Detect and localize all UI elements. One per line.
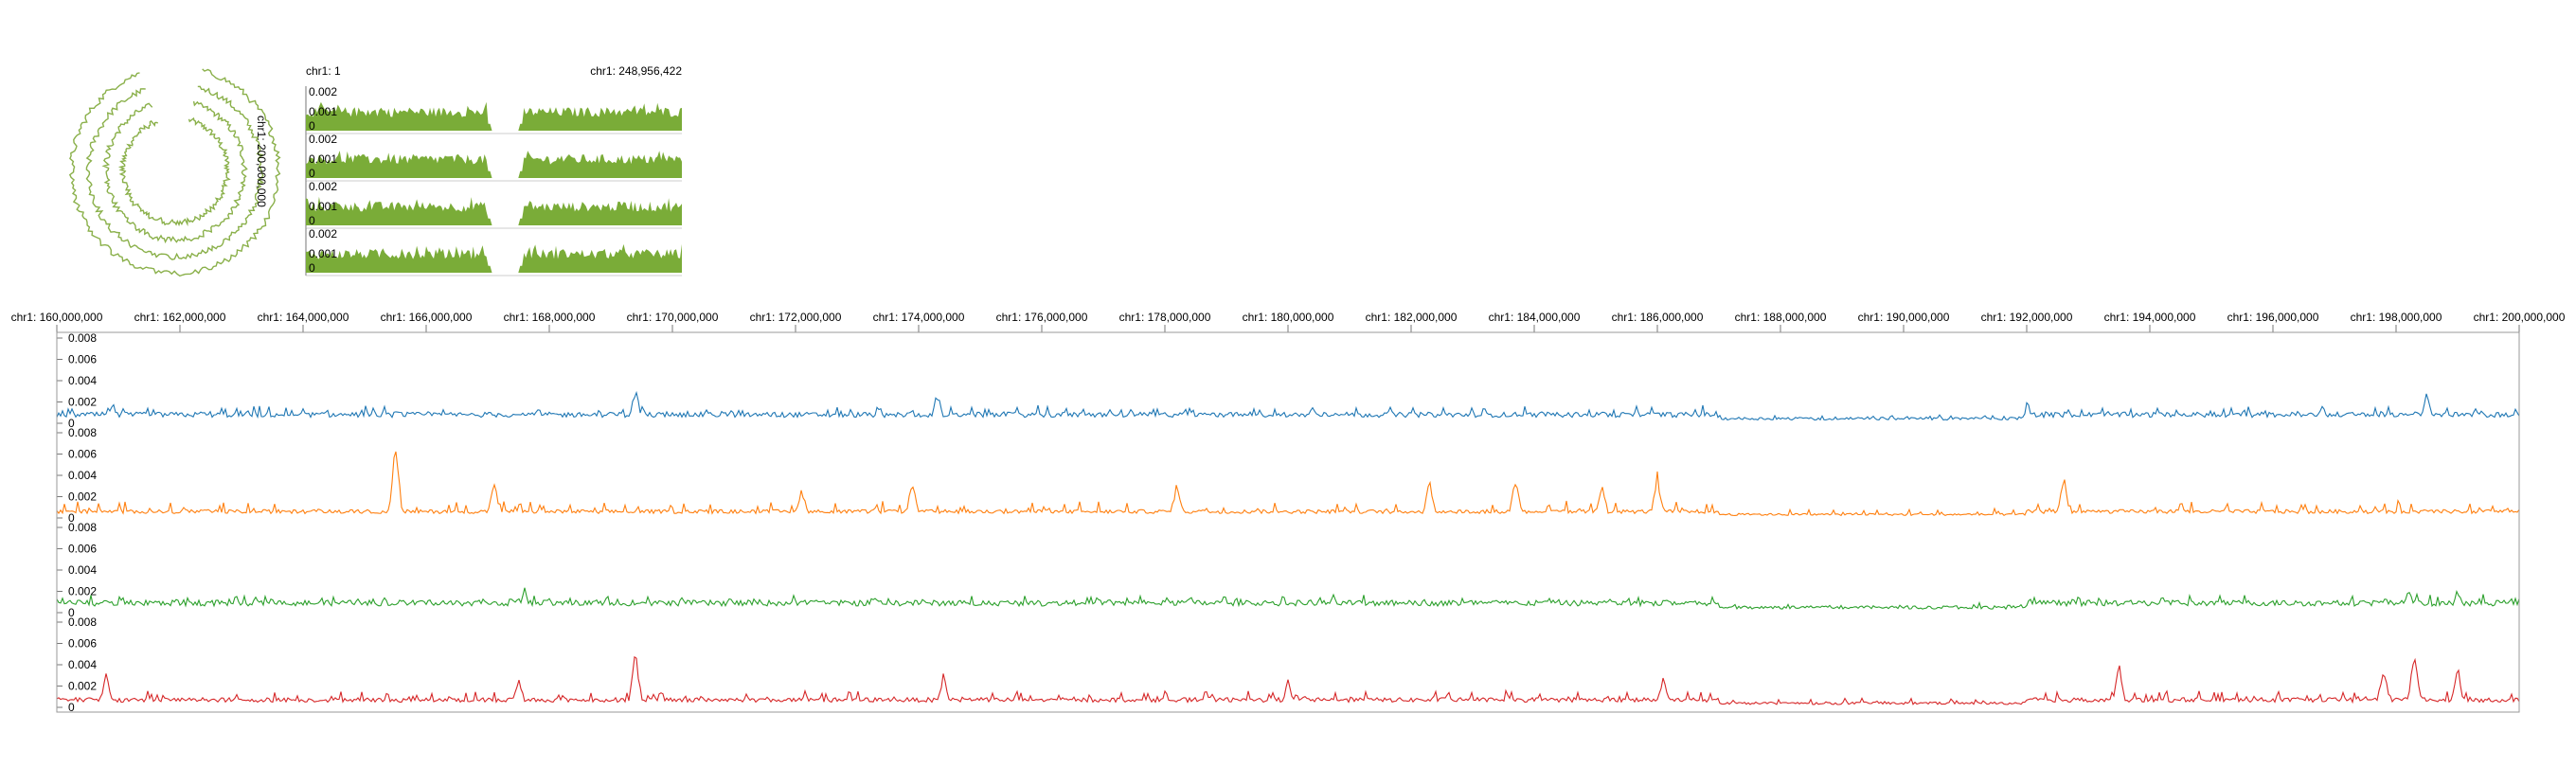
overview-tick-label: 0.002 xyxy=(309,180,337,193)
overview-tick-label: 0.001 xyxy=(309,152,337,166)
detail-axis-label: chr1: 160,000,000 xyxy=(11,311,103,324)
detail-axis-label: chr1: 192,000,000 xyxy=(1981,311,2073,324)
overview-tick-label: 0 xyxy=(309,167,315,180)
circular-track-ring xyxy=(85,85,265,260)
overview-tick-label: 0.002 xyxy=(309,133,337,146)
detail-tick-label: 0.006 xyxy=(68,543,97,556)
detail-axis-label: chr1: 184,000,000 xyxy=(1489,311,1581,324)
detail-tick-label: 0.002 xyxy=(68,491,97,504)
detail-track-panel[interactable]: 0.0080.0060.0040.00200.0080.0060.0040.00… xyxy=(56,331,2520,714)
detail-series-line xyxy=(56,451,2520,517)
detail-tick-label: 0.008 xyxy=(68,521,97,534)
overview-track-panel[interactable]: 0.0020.00100.0020.00100.0020.00100.0020.… xyxy=(305,85,682,276)
detail-axis-label: chr1: 198,000,000 xyxy=(2351,311,2442,324)
detail-tick-label: 0.002 xyxy=(68,396,97,409)
detail-axis-label: chr1: 170,000,000 xyxy=(627,311,719,324)
overview-tick-label: 0.002 xyxy=(309,85,337,98)
detail-tick-label: 0 xyxy=(68,606,75,619)
detail-axis-label: chr1: 180,000,000 xyxy=(1243,311,1334,324)
detail-tick-label: 0 xyxy=(68,701,75,714)
detail-tick-label: 0.006 xyxy=(68,448,97,461)
detail-axis-label: chr1: 194,000,000 xyxy=(2104,311,2196,324)
detail-tick-label: 0.002 xyxy=(68,680,97,693)
detail-axis-label: chr1: 196,000,000 xyxy=(2227,311,2319,324)
detail-series-line xyxy=(56,587,2520,611)
circular-position-label: chr1: 200,000,000 xyxy=(255,116,268,207)
overview-tick-label: 0 xyxy=(309,214,315,227)
detail-tick-label: 0.008 xyxy=(68,615,97,629)
overview-start-label: chr1: 1 xyxy=(306,64,341,78)
detail-axis-label: chr1: 200,000,000 xyxy=(2474,311,2566,324)
detail-tick-label: 0.008 xyxy=(68,331,97,345)
detail-axis-label: chr1: 188,000,000 xyxy=(1735,311,1827,324)
overview-tick-label: 0.001 xyxy=(309,200,337,213)
detail-tick-label: 0 xyxy=(68,417,75,430)
overview-coverage-area xyxy=(306,243,682,273)
overview-tick-label: 0 xyxy=(309,119,315,133)
detail-series-line xyxy=(56,655,2520,705)
detail-series-line xyxy=(56,390,2520,421)
overview-tick-label: 0.001 xyxy=(309,247,337,260)
detail-axis-label: chr1: 168,000,000 xyxy=(504,311,596,324)
detail-tick-label: 0.004 xyxy=(68,658,97,671)
detail-axis-label: chr1: 164,000,000 xyxy=(258,311,349,324)
detail-position-axis: chr1: 160,000,000 chr1: 162,000,000 chr1: … xyxy=(11,311,2566,332)
circular-track-ring xyxy=(101,100,248,244)
detail-tick-label: 0.004 xyxy=(68,374,97,387)
detail-axis-label: chr1: 166,000,000 xyxy=(381,311,473,324)
detail-tick-label: 0.004 xyxy=(68,563,97,577)
circular-track-ring xyxy=(117,116,231,227)
circular-track-ring xyxy=(68,68,281,277)
detail-axis-label: chr1: 174,000,000 xyxy=(873,311,965,324)
overview-tick-label: 0 xyxy=(309,261,315,275)
detail-panel-border xyxy=(56,331,2520,713)
overview-coverage-area xyxy=(306,151,682,178)
overview-coverage-area xyxy=(306,196,682,225)
overview-tick-label: 0.002 xyxy=(309,227,337,241)
detail-axis-label: chr1: 162,000,000 xyxy=(134,311,226,324)
overview-coverage-area xyxy=(306,101,682,131)
detail-tick-label: 0.006 xyxy=(68,353,97,366)
detail-axis-label: chr1: 190,000,000 xyxy=(1858,311,1950,324)
detail-axis-label: chr1: 178,000,000 xyxy=(1119,311,1211,324)
circular-genome-view[interactable] xyxy=(68,68,281,277)
overview-tick-label: 0.001 xyxy=(309,105,337,118)
detail-tick-label: 0 xyxy=(68,511,75,525)
detail-tick-label: 0.008 xyxy=(68,426,97,439)
detail-axis-label: chr1: 186,000,000 xyxy=(1612,311,1704,324)
detail-tick-label: 0.002 xyxy=(68,585,97,598)
detail-axis-label: chr1: 172,000,000 xyxy=(750,311,842,324)
detail-axis-label: chr1: 176,000,000 xyxy=(996,311,1088,324)
detail-tick-label: 0.004 xyxy=(68,469,97,482)
detail-axis-label: chr1: 182,000,000 xyxy=(1366,311,1458,324)
detail-tick-label: 0.006 xyxy=(68,637,97,651)
overview-end-label: chr1: 248,956,422 xyxy=(590,64,682,78)
